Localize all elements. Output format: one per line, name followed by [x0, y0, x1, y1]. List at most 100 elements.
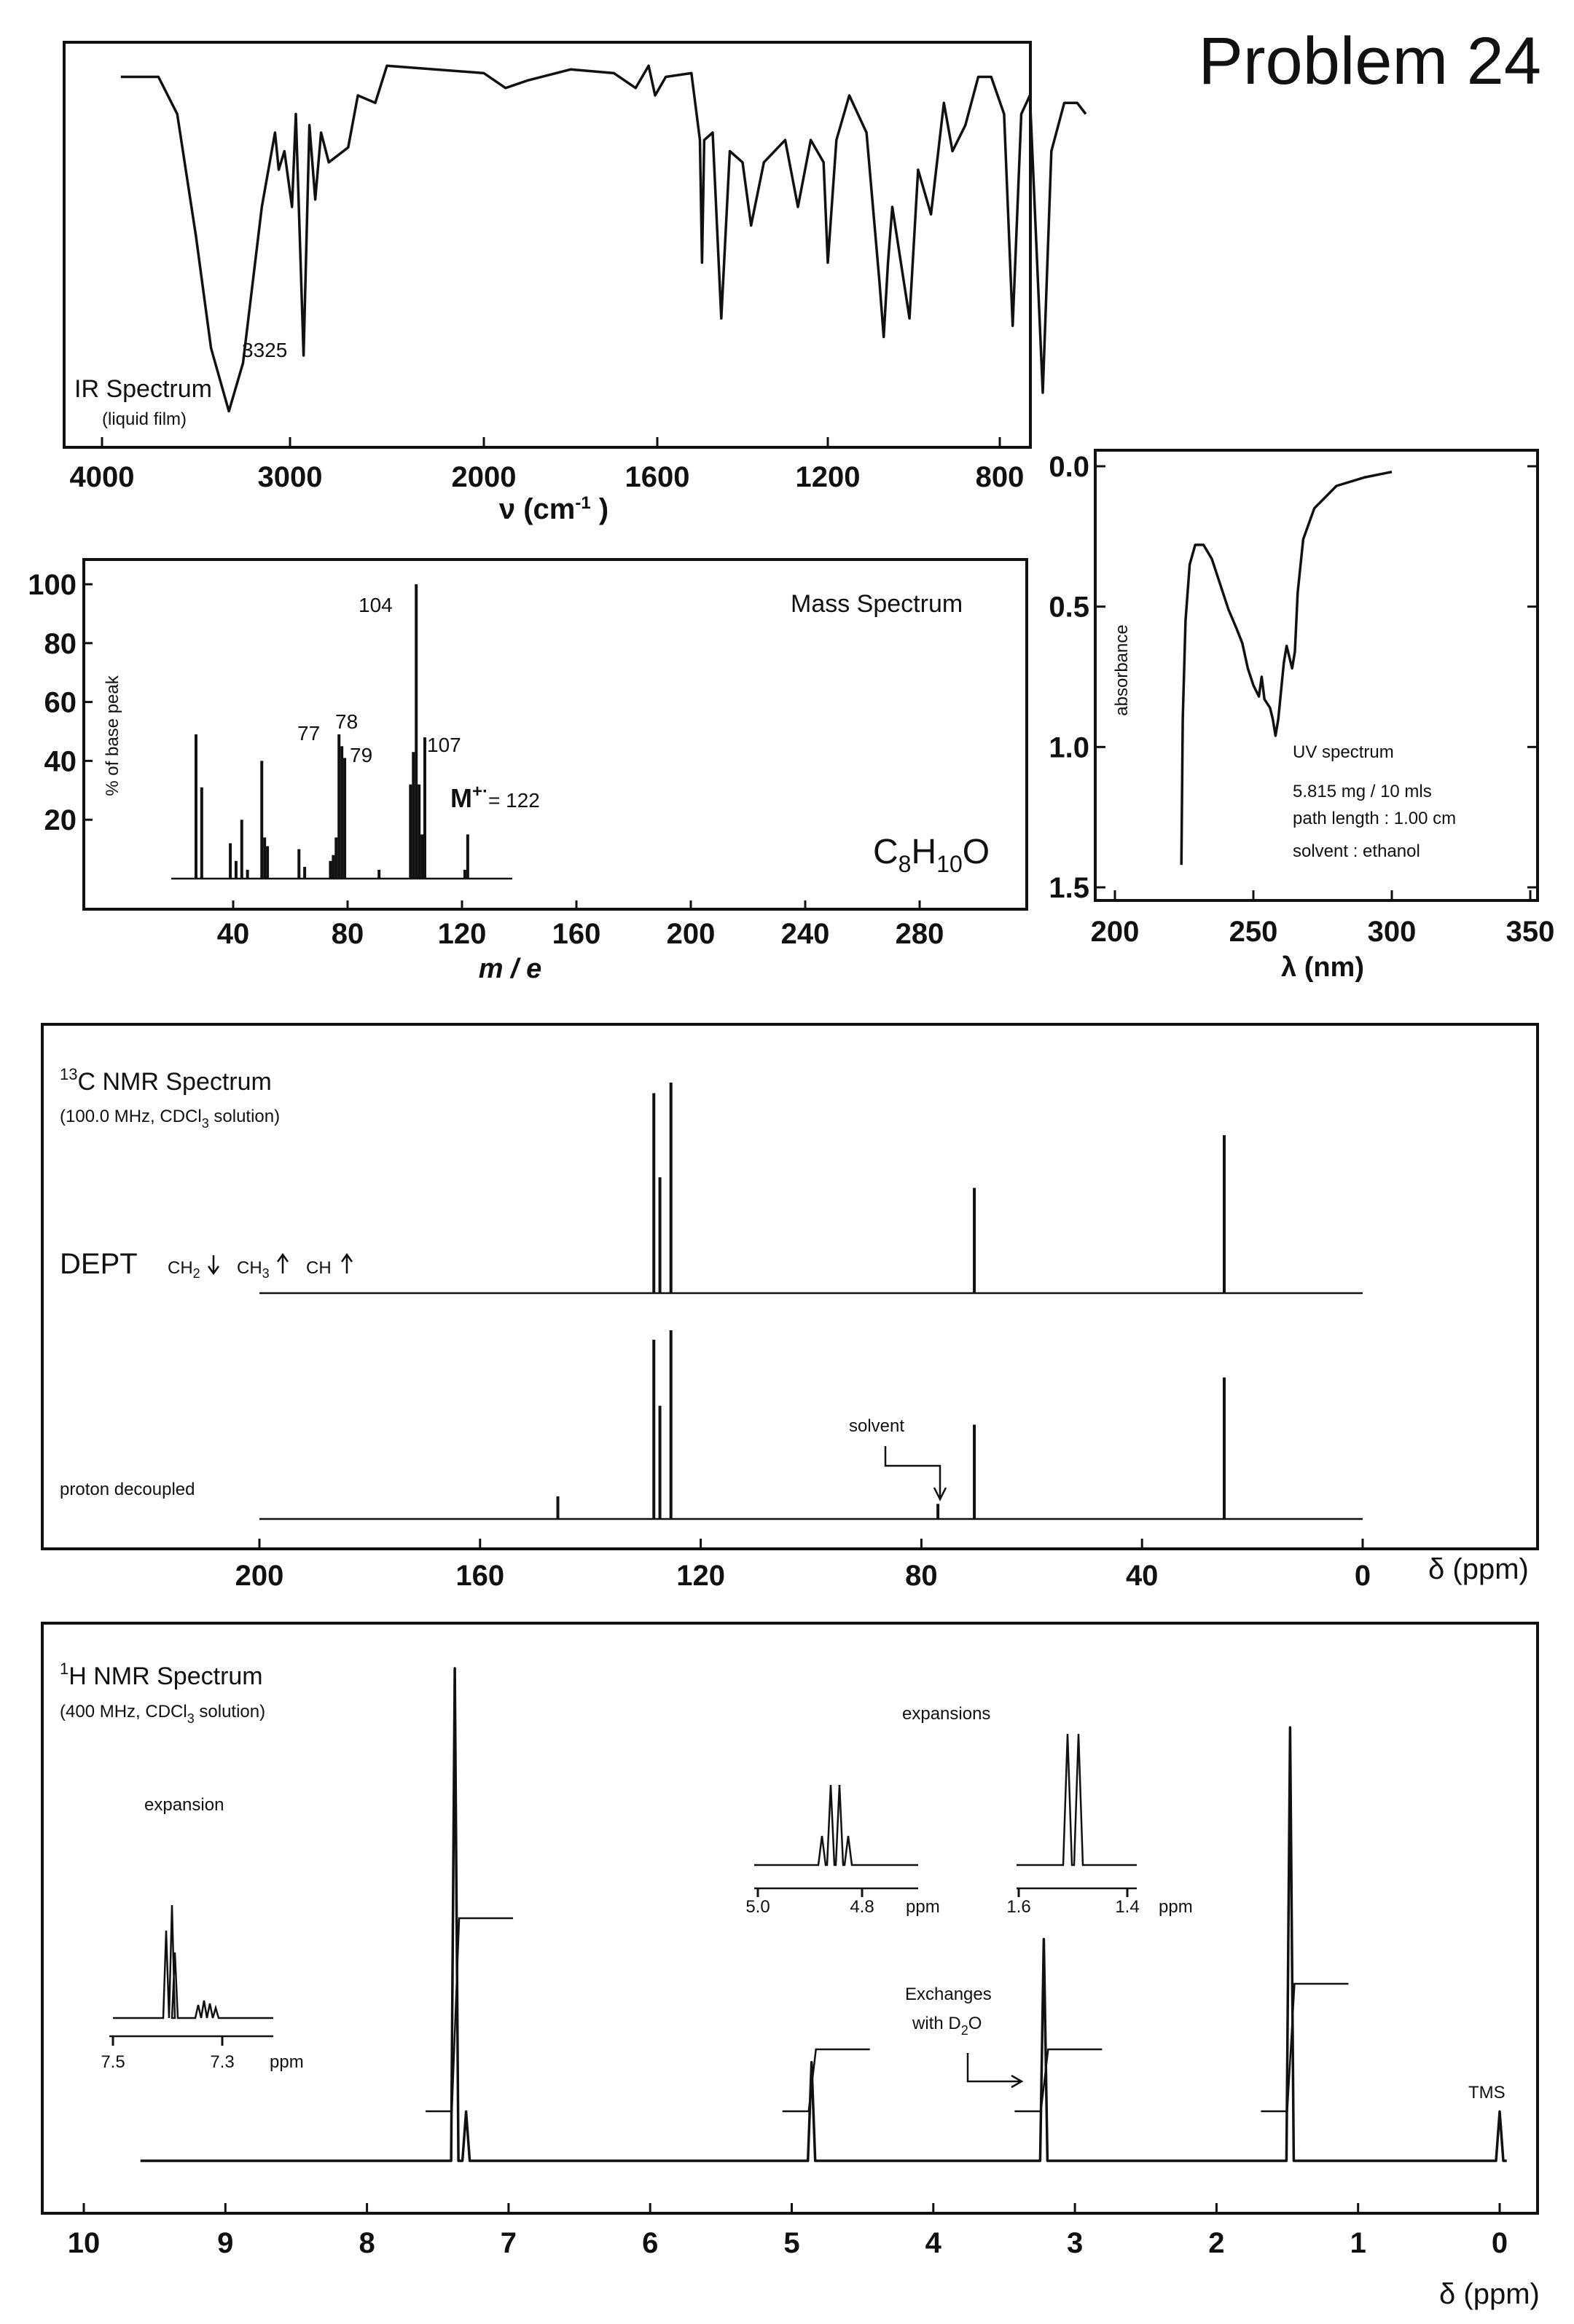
exp-ch3-ppm: ppm	[1159, 1897, 1193, 1917]
h1-x-tick-label: 5	[783, 2227, 799, 2259]
uv-axes: 200 250 300 350 0.0 0.5 1.0 1.5	[1049, 451, 1554, 948]
dept-ch2-label: CH2	[168, 1258, 200, 1281]
ms-chart: 40 80 120 160 200 240 280 100 80 60 40 20 Mass Spec…	[28, 558, 1028, 984]
exp-arom-ppm: ppm	[270, 2052, 304, 2072]
dept-ch3-label: CH3	[237, 1258, 270, 1281]
ir-x-tick-label: 1600	[625, 461, 690, 493]
ir-trace	[120, 64, 1087, 413]
ms-y-tick-label: 20	[44, 804, 77, 836]
ir-x-axis: 4000 3000 2000 1600 1200 800	[70, 437, 1025, 493]
h1-x-tick-label: 2	[1208, 2227, 1224, 2259]
uv-note-solvent: solvent : ethanol	[1293, 841, 1420, 861]
h1-integrals	[426, 1917, 1349, 2113]
solvent-arrow	[884, 1446, 947, 1501]
uv-title: UV spectrum	[1293, 742, 1394, 762]
c13-x-tick-label: 200	[235, 1560, 284, 1592]
expansion-ch3-trace	[1017, 1733, 1137, 1866]
ir-chart: 3325 IR Spectrum (liquid film) 4000 3000 2…	[63, 41, 1087, 525]
uv-x-tick-label: 200	[1091, 916, 1140, 948]
h1-x-tick-label: 6	[642, 2227, 658, 2259]
ms-peaks	[194, 584, 469, 879]
uv-note-path: path length : 1.00 cm	[1293, 809, 1456, 828]
h1-integral-step	[1261, 1982, 1349, 2113]
c13-x-tick-label: 120	[676, 1560, 725, 1592]
ms-label-79: 79	[350, 744, 372, 766]
uv-x-tick-label: 350	[1506, 916, 1555, 948]
ms-x-tick-label: 280	[896, 918, 944, 950]
uv-y-tick-label: 1.5	[1049, 872, 1089, 904]
ms-label-107: 107	[427, 734, 461, 756]
c13-chart: 13C NMR Spectrum (100.0 MHz, CDCl3 solut…	[41, 1023, 1539, 1592]
h1-integral-step	[782, 2048, 870, 2113]
h1-xlabel: δ (ppm)	[1439, 2278, 1540, 2310]
arrow-down-icon	[207, 1255, 220, 1276]
c13-dept-label: DEPT	[60, 1248, 138, 1280]
c13-x-axis: 200 160 120 80 40 0	[235, 1539, 1371, 1592]
h1-x-tick-label: 7	[501, 2227, 517, 2259]
c13-solvent-label: solvent	[849, 1416, 904, 1436]
ir-title: IR Spectrum	[74, 375, 212, 403]
ir-x-tick-label: 1200	[796, 461, 861, 493]
exp-ch3-tick-14: 1.4	[1115, 1897, 1139, 1917]
h1-x-tick-label: 9	[217, 2227, 233, 2259]
h1-chart: 1H NMR Spectrum (400 MHz, CDCl3 solution…	[41, 1622, 1540, 2310]
ir-x-tick-label: 800	[976, 461, 1025, 493]
h1-expansions-label: expansions	[902, 1704, 990, 1724]
ir-x-tick-label: 4000	[70, 461, 135, 493]
ms-x-tick-label: 240	[781, 918, 830, 950]
uv-x-tick-label: 300	[1368, 916, 1417, 948]
h1-x-tick-label: 4	[925, 2227, 942, 2259]
c13-decoupled-label: proton decoupled	[60, 1480, 195, 1499]
ms-title: Mass Spectrum	[791, 590, 963, 618]
h1-integral-step	[426, 1917, 514, 2113]
ms-y-tick-label: 80	[44, 628, 77, 660]
ir-x-tick-label: 3000	[258, 461, 323, 493]
c13-title: 13C NMR Spectrum	[60, 1065, 272, 1096]
ms-y-tick-label: 100	[28, 569, 77, 601]
problem-title: Problem 24	[1199, 24, 1541, 98]
h1-title: 1H NMR Spectrum	[60, 1660, 263, 1690]
ms-x-tick-label: 200	[667, 918, 716, 950]
ms-formula: C8H10O	[873, 833, 990, 877]
uv-y-tick-label: 0.5	[1049, 592, 1089, 624]
ms-label-104: 104	[359, 594, 393, 616]
h1-with-d2o-label: with D2O	[912, 2014, 982, 2038]
ms-y-tick-label: 40	[44, 745, 77, 777]
ms-label-78: 78	[335, 710, 358, 733]
uv-y-tick-label: 0.0	[1049, 451, 1089, 483]
h1-x-tick-label: 0	[1492, 2227, 1508, 2259]
exp-ch3-tick-16: 1.6	[1006, 1897, 1030, 1917]
ms-x-tick-label: 80	[332, 918, 364, 950]
exchange-arrow	[966, 2053, 1024, 2089]
exp-ch-tick-50: 5.0	[745, 1897, 770, 1917]
arrow-up-icon	[340, 1252, 353, 1273]
c13-xlabel: δ (ppm)	[1428, 1553, 1529, 1585]
c13-decoupled-trace	[259, 1330, 1363, 1520]
exp-arom-tick-75: 7.5	[101, 2052, 125, 2072]
c13-x-tick-label: 80	[905, 1560, 938, 1592]
dept-ch-label: CH	[306, 1258, 332, 1278]
c13-dept-trace	[259, 1083, 1363, 1295]
arrow-up-icon	[276, 1252, 289, 1273]
ms-x-tick-label: 40	[217, 918, 250, 950]
ms-ylabel: % of base peak	[103, 675, 122, 796]
h1-x-tick-label: 1	[1350, 2227, 1366, 2259]
h1-tms-label: TMS	[1468, 2083, 1506, 2103]
h1-x-tick-label: 8	[359, 2227, 375, 2259]
h1-trace	[140, 1667, 1507, 2162]
ms-xlabel: m / e	[479, 954, 542, 984]
uv-x-tick-label: 250	[1229, 916, 1278, 948]
ms-axes: 40 80 120 160 200 240 280 100 80 60 40 20	[28, 569, 944, 950]
expansion-ch-trace	[754, 1784, 918, 1866]
c13-subtitle: (100.0 MHz, CDCl3 solution)	[60, 1107, 280, 1131]
c13-x-tick-label: 40	[1126, 1560, 1159, 1592]
exp-arom-tick-73: 7.3	[210, 2052, 234, 2072]
ms-label-77: 77	[297, 722, 320, 745]
h1-x-axis: 10 9 8 7 6 5 4 3 2 1 0	[68, 2203, 1508, 2259]
uv-ylabel: absorbance	[1112, 624, 1132, 715]
uv-xlabel: λ (nm)	[1281, 952, 1364, 983]
ms-x-tick-label: 120	[438, 918, 487, 950]
h1-subtitle: (400 MHz, CDCl3 solution)	[60, 1702, 265, 1726]
c13-dept-legend: CH2 CH3 CH	[168, 1252, 353, 1281]
